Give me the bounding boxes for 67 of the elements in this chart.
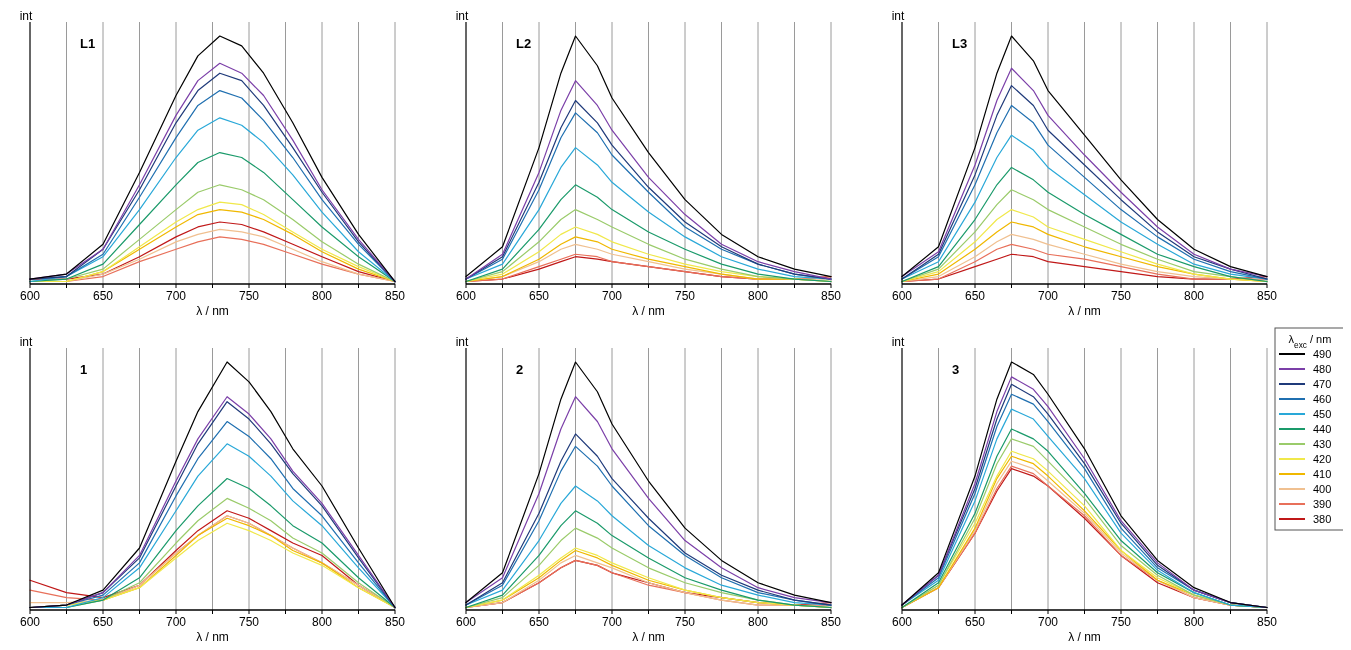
x-tick-label: 800 [747, 615, 769, 629]
x-tick-label: 850 [1256, 615, 1278, 629]
x-tick-label: 650 [92, 289, 114, 303]
x-tick-label: 750 [1110, 289, 1132, 303]
legend-label: 430 [1313, 438, 1332, 450]
x-tick-label: 650 [92, 615, 114, 629]
x-tick-label: 750 [238, 615, 260, 629]
x-tick-label: 850 [820, 289, 842, 303]
legend-label: 490 [1313, 348, 1332, 360]
y-axis-title: int [891, 9, 905, 23]
x-axis-title: λ / nm [1068, 304, 1101, 318]
chart-title: 3 [952, 362, 960, 377]
legend-label: 390 [1313, 498, 1332, 510]
x-tick-label: 700 [601, 289, 623, 303]
x-axis-title: λ / nm [632, 630, 665, 644]
x-tick-label: 750 [674, 289, 696, 303]
x-tick-label: 600 [891, 615, 913, 629]
x-tick-label: 800 [311, 615, 333, 629]
x-tick-label: 700 [165, 615, 187, 629]
y-axis-title: int [19, 335, 33, 349]
chart-title: 2 [516, 362, 524, 377]
x-tick-label: 750 [674, 615, 696, 629]
legend-title: λ$_{exc}$ / nm [1288, 333, 1332, 350]
legend-label: 380 [1313, 513, 1332, 525]
legend-label: 410 [1313, 468, 1332, 480]
x-tick-label: 800 [747, 289, 769, 303]
y-axis-title: int [891, 335, 905, 349]
legend-label: 420 [1313, 453, 1332, 465]
x-tick-label: 600 [19, 289, 41, 303]
x-axis-title: λ / nm [632, 304, 665, 318]
legend-label: 400 [1313, 483, 1332, 495]
x-axis-title: λ / nm [1068, 630, 1101, 644]
y-axis-title: int [455, 335, 469, 349]
x-tick-label: 750 [1110, 615, 1132, 629]
chart-title: L3 [952, 36, 968, 51]
x-tick-label: 650 [964, 289, 986, 303]
chart-title: 1 [80, 362, 88, 377]
legend-label: 470 [1313, 378, 1332, 390]
x-tick-label: 700 [601, 615, 623, 629]
x-tick-label: 650 [964, 615, 986, 629]
x-axis-title: λ / nm [196, 304, 229, 318]
x-tick-label: 600 [891, 289, 913, 303]
x-tick-label: 800 [311, 289, 333, 303]
x-tick-label: 600 [455, 289, 477, 303]
x-tick-label: 750 [238, 289, 260, 303]
legend-label: 460 [1313, 393, 1332, 405]
x-tick-label: 650 [528, 615, 550, 629]
x-tick-label: 700 [1037, 289, 1059, 303]
x-tick-label: 650 [528, 289, 550, 303]
x-axis-title: λ / nm [196, 630, 229, 644]
y-axis-title: int [19, 9, 33, 23]
x-tick-label: 700 [165, 289, 187, 303]
x-tick-label: 600 [455, 615, 477, 629]
x-tick-label: 600 [19, 615, 41, 629]
x-tick-label: 850 [1256, 289, 1278, 303]
chart-title: L2 [516, 36, 532, 51]
x-tick-label: 700 [1037, 615, 1059, 629]
legend-label: 480 [1313, 363, 1332, 375]
x-tick-label: 800 [1183, 615, 1205, 629]
x-tick-label: 850 [820, 615, 842, 629]
x-tick-label: 800 [1183, 289, 1205, 303]
legend-label: 450 [1313, 408, 1332, 420]
chart-title: L1 [80, 36, 96, 51]
x-tick-label: 850 [384, 615, 406, 629]
x-tick-label: 850 [384, 289, 406, 303]
legend-label: 440 [1313, 423, 1332, 435]
y-axis-title: int [455, 9, 469, 23]
